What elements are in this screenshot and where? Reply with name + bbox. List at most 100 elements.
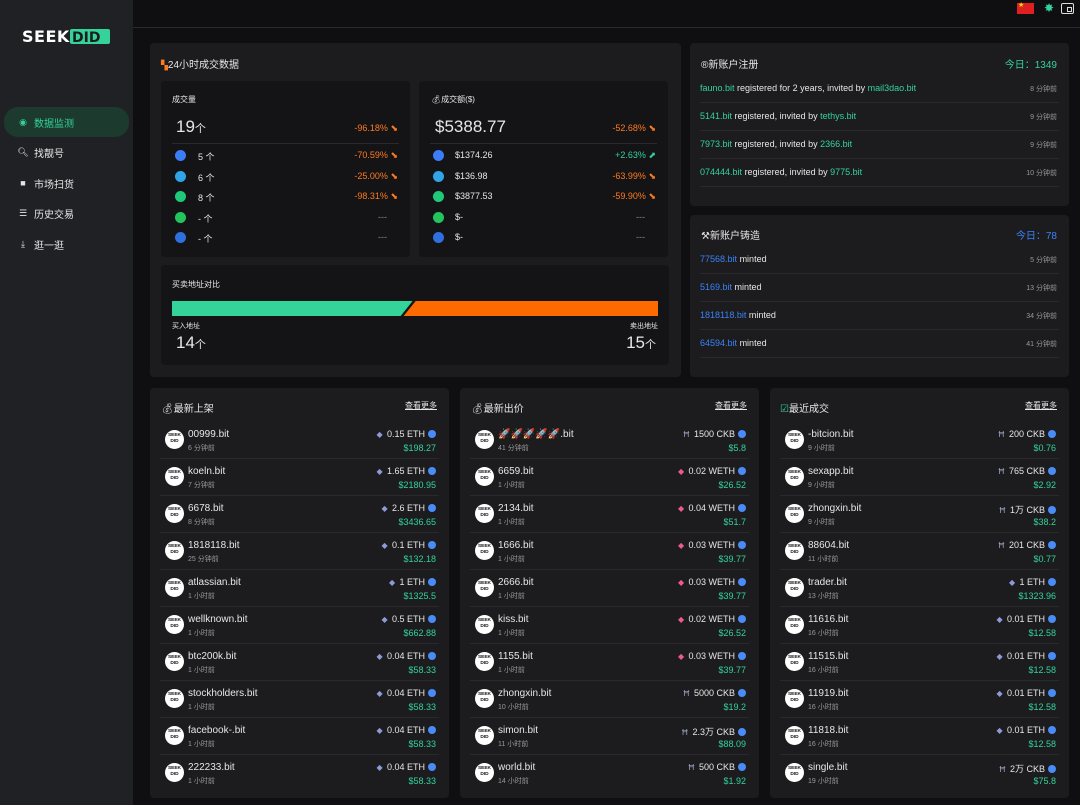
account-link[interactable]: 1818118.bit xyxy=(700,310,747,320)
chain-badge-icon xyxy=(1048,689,1056,697)
seekdid-avatar-icon: SEEK DID xyxy=(475,763,494,782)
registrations-panel: ®新账户注册 今日：1349 fauno.bit registered for … xyxy=(690,43,1069,206)
registrations-title: ®新账户注册 xyxy=(701,60,759,71)
account-link[interactable]: 77568.bit xyxy=(700,254,738,264)
list-item[interactable]: SEEK DID 88604.bit 11 小时前 Ħ 201 CKB $0.77 xyxy=(780,533,1059,570)
list-item[interactable]: SEEK DID facebook-.bit 1 小时前 ◆ 0.04 ETH $58.3… xyxy=(160,718,439,755)
list-item[interactable]: SEEK DID 11919.bit 16 小时前 ◆ 0.01 ETH $12.58 xyxy=(780,681,1059,718)
account-name: 00999.bit xyxy=(188,429,230,440)
inviter-link[interactable]: mail3dao.bit xyxy=(867,83,917,93)
seekdid-avatar-icon: SEEK DID xyxy=(165,504,184,523)
list-item[interactable]: SEEK DID -bitcion.bit 9 小时前 Ħ 200 CKB $0.76 xyxy=(780,422,1059,459)
account-link[interactable]: 5141.bit xyxy=(700,111,733,121)
account-link[interactable]: 64594.bit xyxy=(700,338,738,348)
usd-value: $1.92 xyxy=(723,776,746,786)
list-item[interactable]: SEEK DID 1155.bit 1 小时前 ◆ 0.03 WETH $39.77 xyxy=(470,644,749,681)
nav-item-search[interactable]: 🔍︎ 找靓号 xyxy=(4,138,129,168)
buy-value: 14个 xyxy=(176,333,206,352)
timestamp: 14 小时前 xyxy=(498,778,529,785)
list-item[interactable]: SEEK DID 222233.bit 1 小时前 ◆ 0.04 ETH $58.33 xyxy=(160,755,439,792)
list-item[interactable]: SEEK DID 1666.bit 1 小时前 ◆ 0.03 WETH $39.77 xyxy=(470,533,749,570)
list-item[interactable]: SEEK DID atlassian.bit 1 小时前 ◆ 1 ETH $1325.5 xyxy=(160,570,439,607)
eth-icon: ◆ xyxy=(376,467,383,476)
eth-icon: ◆ xyxy=(381,541,388,550)
mint-row: 64594.bit minted 41 分钟前 xyxy=(700,330,1059,358)
nav-item-market[interactable]: ■ 市场扫货 xyxy=(4,168,129,198)
listings-more-link[interactable]: 查看更多 xyxy=(405,401,437,410)
stat-row: $1374.26 +2.63% ⬈ xyxy=(433,146,656,166)
account-link[interactable]: 5169.bit xyxy=(700,282,733,292)
list-item[interactable]: SEEK DID 1818118.bit 25 分钟前 ◆ 0.1 ETH $132.18 xyxy=(160,533,439,570)
list-item[interactable]: SEEK DID 🚀🚀🚀🚀🚀.bit 41 分钟前 Ħ 1500 CKB $5.8 xyxy=(470,422,749,459)
inviter-link[interactable]: 9775.bit xyxy=(830,167,863,177)
money-bag-icon: 💰︎ xyxy=(431,95,442,104)
chain-badge-icon xyxy=(738,615,746,623)
list-item[interactable]: SEEK DID world.bit 14 小时前 Ħ 500 CKB $1.92 xyxy=(470,755,749,792)
registration-text: registered, invited by xyxy=(744,167,828,177)
wallet-icon[interactable] xyxy=(1061,3,1074,14)
price: ◆ 0.01 ETH xyxy=(996,688,1056,698)
registered-icon: ® xyxy=(701,60,709,71)
weth-icon: ◆ xyxy=(677,504,685,513)
account-name: sexapp.bit xyxy=(808,466,854,477)
timestamp: 16 小时前 xyxy=(808,741,839,748)
seekdid-avatar-icon: SEEK DID xyxy=(165,430,184,449)
chain-badge-icon xyxy=(1048,467,1056,475)
list-item[interactable]: SEEK DID 6678.bit 8 分钟前 ◆ 2.6 ETH $3436.65 xyxy=(160,496,439,533)
inviter-link[interactable]: tethys.bit xyxy=(820,111,857,121)
list-item[interactable]: SEEK DID single.bit 19 小时前 Ħ 2万 CKB $75.8 xyxy=(780,755,1059,792)
list-item[interactable]: SEEK DID 11616.bit 16 小时前 ◆ 0.01 ETH $12.58 xyxy=(780,607,1059,644)
list-item[interactable]: SEEK DID zhongxin.bit 9 小时前 Ħ 1万 CKB $38.2 xyxy=(780,496,1059,533)
timestamp: 1 小时前 xyxy=(498,519,525,526)
list-item[interactable]: SEEK DID kiss.bit 1 小时前 ◆ 0.02 WETH $26.52 xyxy=(470,607,749,644)
account-link[interactable]: 074444.bit xyxy=(700,167,743,177)
account-name: -bitcion.bit xyxy=(808,429,854,440)
list-item[interactable]: SEEK DID koeln.bit 7 分钟前 ◆ 1.65 ETH $2180.95 xyxy=(160,459,439,496)
bsc-icon xyxy=(175,170,186,182)
ckb-icon: Ħ xyxy=(683,430,690,439)
usd-value: $38.2 xyxy=(1033,517,1056,527)
list-item[interactable]: SEEK DID zhongxin.bit 10 小时前 Ħ 5000 CKB $19.2 xyxy=(470,681,749,718)
inviter-link[interactable]: 2366.bit xyxy=(820,139,853,149)
nav-item-explore[interactable]: ⤓ 逛一逛 xyxy=(4,229,129,259)
list-item[interactable]: SEEK DID stockholders.bit 1 小时前 ◆ 0.04 ETH $5… xyxy=(160,681,439,718)
list-item[interactable]: SEEK DID 2134.bit 1 小时前 ◆ 0.04 WETH $51.7 xyxy=(470,496,749,533)
china-flag-icon[interactable] xyxy=(1017,1,1034,14)
chain-badge-icon xyxy=(738,504,746,512)
account-link[interactable]: 7973.bit xyxy=(700,139,733,149)
registration-row: fauno.bit registered for 2 years, invite… xyxy=(700,75,1059,103)
chain-badge-icon xyxy=(428,652,436,660)
offers-more-link[interactable]: 查看更多 xyxy=(715,401,747,410)
list-item[interactable]: SEEK DID simon.bit 11 小时前 Ħ 2.3万 CKB $88.09 xyxy=(470,718,749,755)
nav-item-monitor[interactable]: ◉ 数据监测 xyxy=(4,107,129,137)
account-name: 88604.bit xyxy=(808,540,850,551)
timestamp: 41 分钟前 xyxy=(498,445,529,452)
amount-total: $5388.77 xyxy=(435,117,506,136)
seekdid-logo[interactable]: SEEK DID xyxy=(22,27,112,45)
theme-sun-icon[interactable]: ✸ xyxy=(1043,1,1054,15)
trend-down-icon: ⬊ xyxy=(390,191,398,201)
timestamp: 1 小时前 xyxy=(498,593,525,600)
list-item[interactable]: SEEK DID trader.bit 13 小时前 ◆ 1 ETH $1323.96 xyxy=(780,570,1059,607)
stat-value: 8 个 xyxy=(198,193,215,203)
timestamp: 6 分钟前 xyxy=(188,445,215,452)
timestamp: 11 小时前 xyxy=(808,556,839,563)
list-item[interactable]: SEEK DID 6659.bit 1 小时前 ◆ 0.02 WETH $26.52 xyxy=(470,459,749,496)
price: Ħ 201 CKB xyxy=(998,540,1056,550)
list-item[interactable]: SEEK DID 11515.bit 16 小时前 ◆ 0.01 ETH $12.58 xyxy=(780,644,1059,681)
nav-item-history[interactable]: ☰ 历史交易 xyxy=(4,199,129,229)
usd-value: $132.18 xyxy=(403,554,436,564)
account-name: 11616.bit xyxy=(808,614,849,625)
list-item[interactable]: SEEK DID sexapp.bit 9 小时前 Ħ 765 CKB $2.92 xyxy=(780,459,1059,496)
list-item[interactable]: SEEK DID 11818.bit 16 小时前 ◆ 0.01 ETH $12.58 xyxy=(780,718,1059,755)
usd-value: $2.92 xyxy=(1033,480,1056,490)
list-item[interactable]: SEEK DID 2666.bit 1 小时前 ◆ 0.03 WETH $39.77 xyxy=(470,570,749,607)
chain-badge-icon xyxy=(738,467,746,475)
sales-more-link[interactable]: 查看更多 xyxy=(1025,401,1057,410)
list-item[interactable]: SEEK DID 00999.bit 6 分钟前 ◆ 0.15 ETH $198.27 xyxy=(160,422,439,459)
list-item[interactable]: SEEK DID btc200k.bit 1 小时前 ◆ 0.04 ETH $58.33 xyxy=(160,644,439,681)
list-item[interactable]: SEEK DID wellknown.bit 1 小时前 ◆ 0.5 ETH $662.8… xyxy=(160,607,439,644)
account-link[interactable]: fauno.bit xyxy=(700,83,735,93)
timestamp: 13 分钟前 xyxy=(1026,285,1057,292)
money-bag-icon: 💰︎ xyxy=(161,404,174,415)
